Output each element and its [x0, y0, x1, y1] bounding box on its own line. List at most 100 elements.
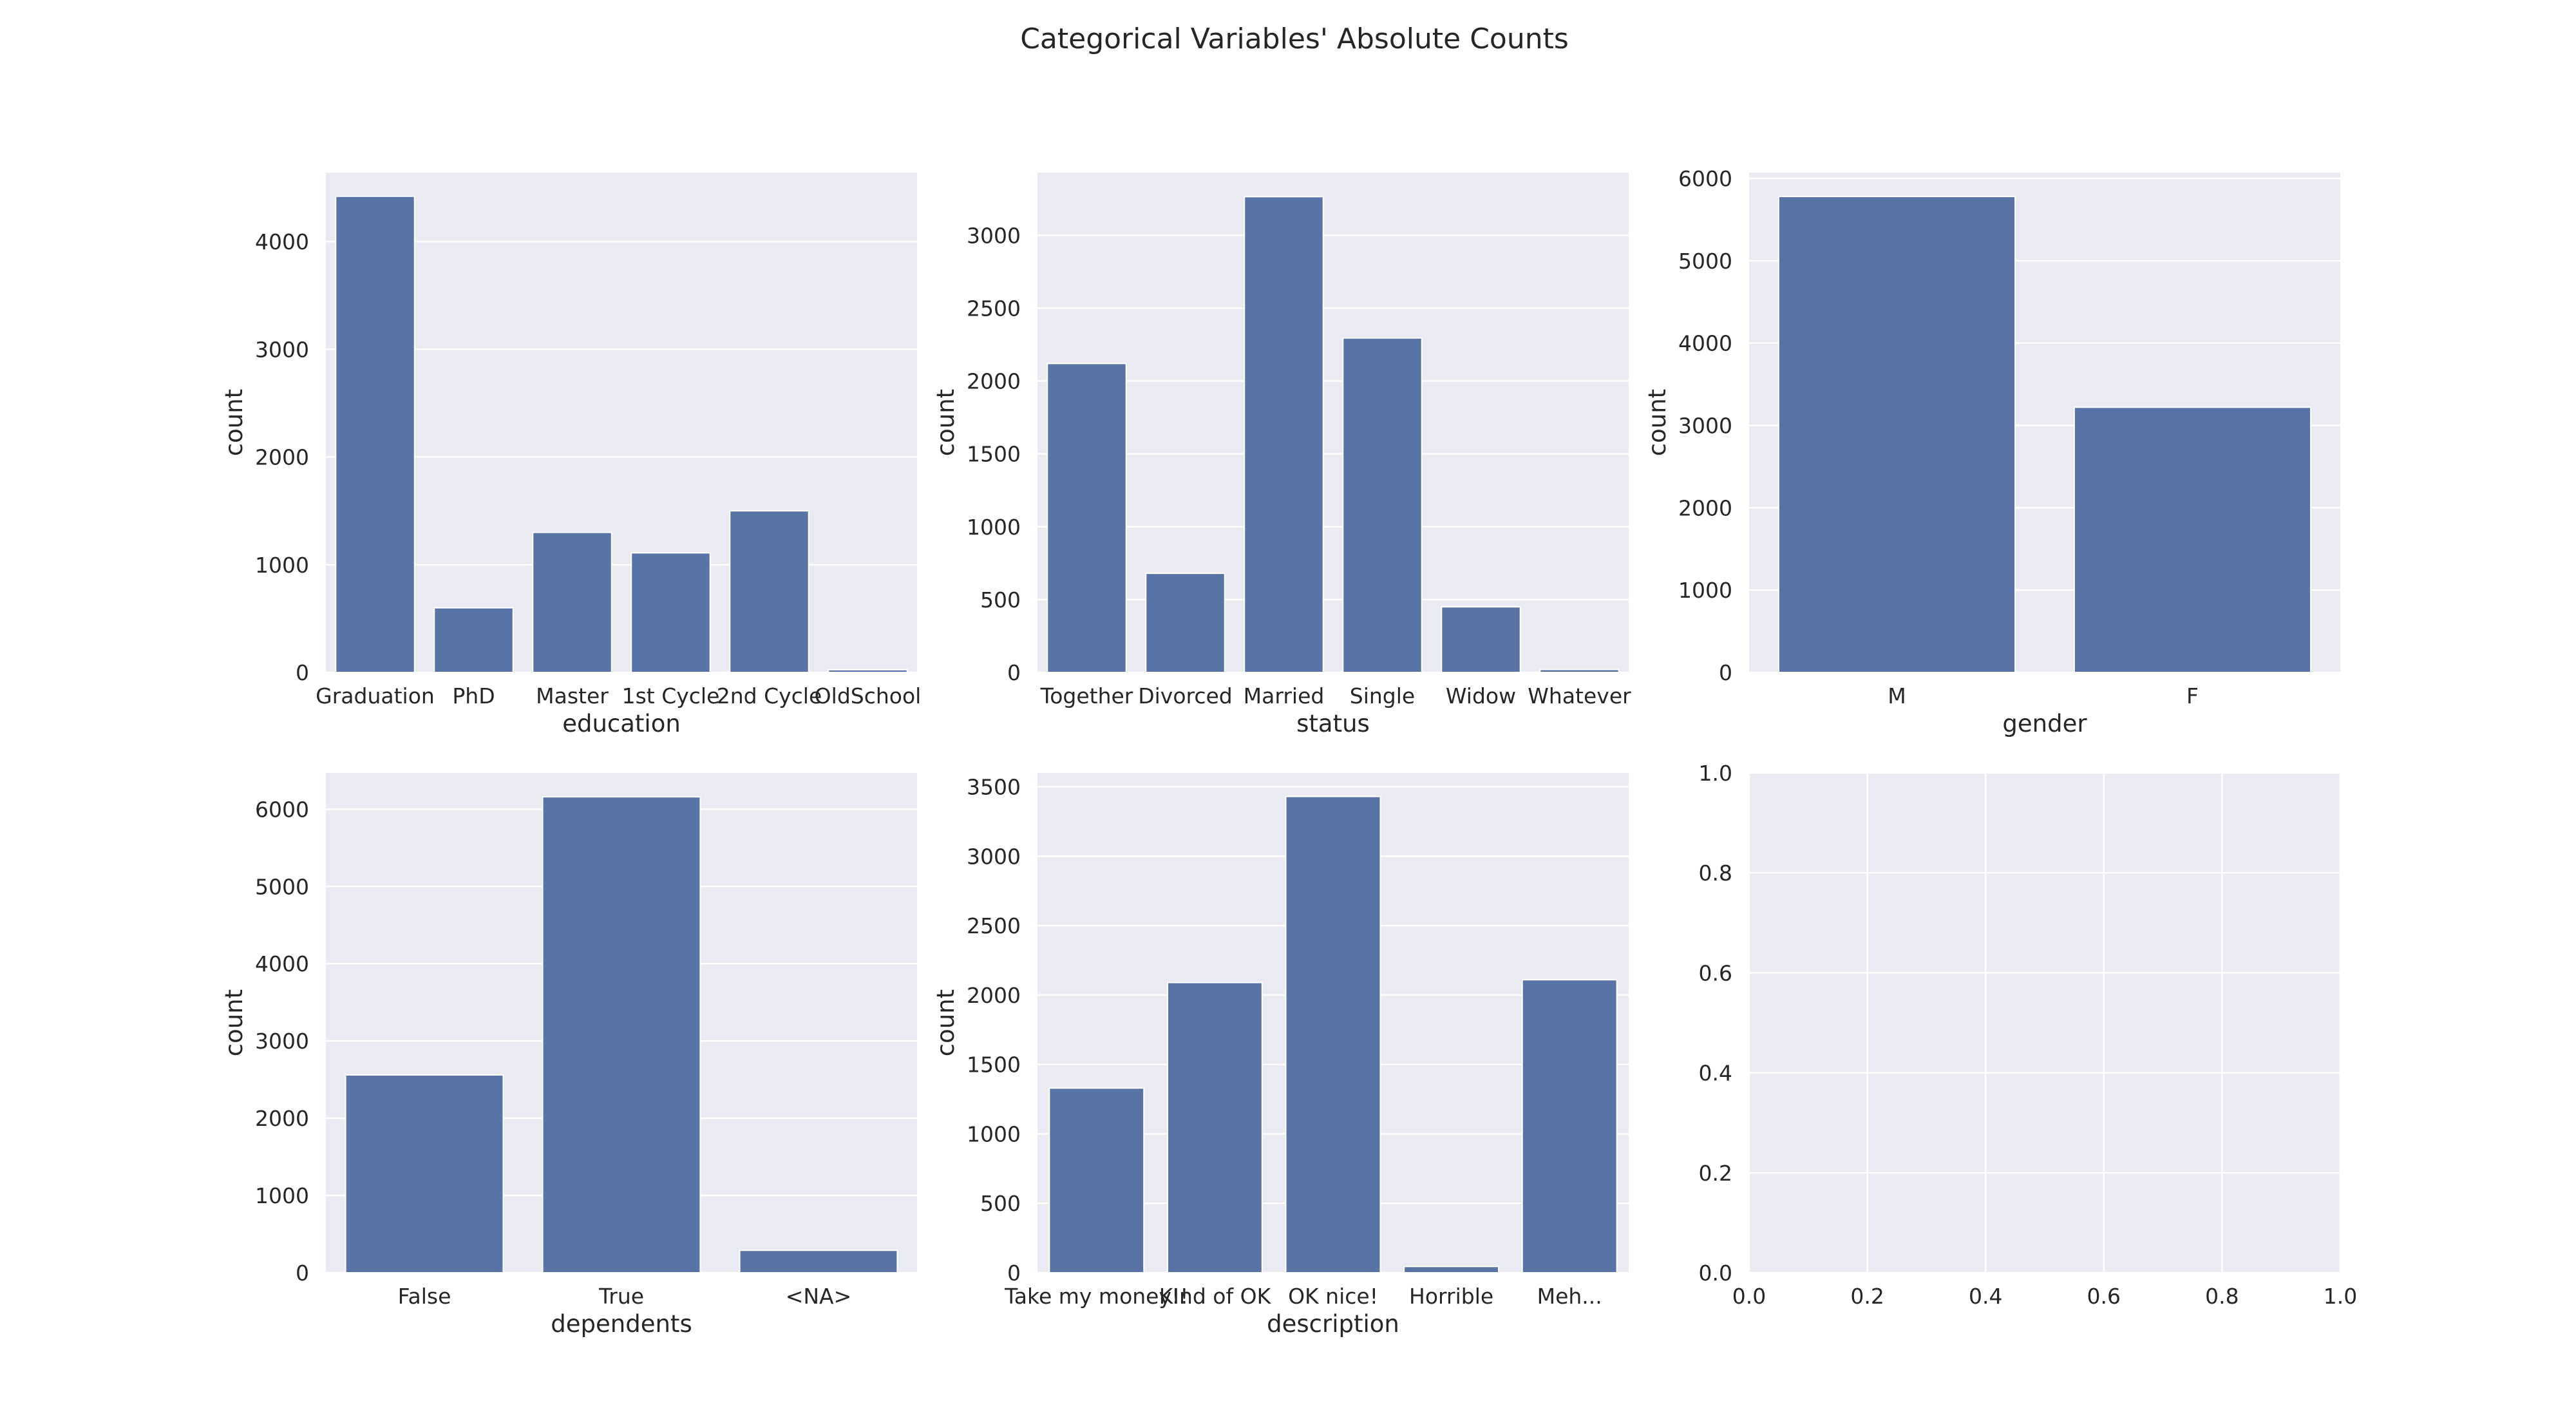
x-tick-label: 2nd Cycle — [717, 683, 822, 708]
y-tick-label: 0 — [1007, 660, 1021, 685]
x-tick-label: 1.0 — [2324, 1284, 2357, 1309]
y-tick-label: 3000 — [255, 337, 309, 362]
y-tick-label: 0 — [1719, 660, 1732, 685]
bar-1st-cycle — [630, 552, 711, 673]
x-tick-label: Together — [1040, 683, 1133, 708]
x-tick-label: OldSchool — [815, 683, 922, 708]
y-tick-label: 0.8 — [1699, 861, 1732, 886]
x-tick-label: OK nice! — [1288, 1284, 1378, 1309]
bar-kind-of-ok — [1166, 982, 1263, 1273]
y-tick-label: 0 — [1007, 1260, 1021, 1286]
bar-false — [345, 1074, 504, 1273]
y-tick-label: 3000 — [967, 223, 1021, 248]
x-tick-label: 0.0 — [1732, 1284, 1766, 1309]
y-tick-label: 5000 — [1678, 249, 1732, 274]
bar-widow — [1441, 606, 1521, 674]
y-tick-label: 2500 — [967, 296, 1021, 321]
x-tick-label: PhD — [452, 683, 495, 708]
axes-background — [1749, 773, 2340, 1273]
subplot-status: 0 500 1000 1500 2000 2500 3000 Together Divorced… — [932, 173, 1631, 737]
bar-whatever — [1539, 669, 1620, 674]
x-axis-label: status — [1296, 710, 1370, 737]
y-tick-label: 3000 — [967, 844, 1021, 869]
y-tick-label: 6000 — [255, 797, 309, 822]
y-tick-label: 1.0 — [1699, 761, 1732, 786]
y-tick-label: 1000 — [967, 515, 1021, 540]
x-tick-label: KInd of OK — [1159, 1284, 1272, 1309]
x-tick-label: 0.6 — [2087, 1284, 2121, 1309]
y-tick-label: 0.2 — [1699, 1161, 1732, 1186]
y-tick-label: 2500 — [967, 913, 1021, 938]
y-tick-label: 2000 — [967, 983, 1021, 1008]
y-tick-label: 1000 — [255, 1183, 309, 1208]
bar-married — [1244, 196, 1324, 673]
x-tick-label: F — [2186, 683, 2199, 708]
x-tick-label: True — [598, 1284, 644, 1309]
x-axis-label: dependents — [551, 1310, 692, 1338]
y-tick-label: 6000 — [1678, 166, 1732, 191]
y-tick-label: 3000 — [255, 1029, 309, 1054]
y-tick-label: 1500 — [967, 1052, 1021, 1078]
y-tick-label: 500 — [980, 1191, 1021, 1216]
y-tick-label: 0 — [296, 660, 309, 685]
x-tick-label: False — [398, 1284, 451, 1309]
y-tick-label: 3000 — [1678, 413, 1732, 438]
y-tick-label: 0.0 — [1699, 1260, 1732, 1286]
x-axis-label: gender — [2002, 710, 2087, 737]
y-tick-label: 4000 — [255, 229, 309, 254]
x-tick-label: 1st Cycle — [622, 683, 720, 708]
x-tick-label: Graduation — [316, 683, 435, 708]
y-axis-label: count — [932, 989, 960, 1056]
x-tick-label: Divorced — [1138, 683, 1233, 708]
y-tick-label: 500 — [980, 587, 1021, 613]
bar-f — [2073, 406, 2312, 673]
bar-meh — [1521, 979, 1618, 1273]
y-axis-label: count — [220, 389, 248, 456]
y-tick-label: 2000 — [255, 445, 309, 470]
y-tick-label: 2000 — [255, 1106, 309, 1131]
y-tick-label: 1000 — [255, 553, 309, 578]
x-axis-label: description — [1267, 1310, 1399, 1338]
y-tick-label: 1500 — [967, 442, 1021, 467]
y-tick-label: 1000 — [1678, 578, 1732, 603]
y-axis-label: count — [220, 989, 248, 1056]
bar-true — [542, 796, 701, 1273]
bar-horrible — [1403, 1266, 1500, 1274]
bar-together — [1046, 363, 1127, 673]
y-tick-label: 4000 — [255, 951, 309, 976]
x-tick-label: Single — [1350, 683, 1415, 708]
bar-divorced — [1145, 573, 1226, 673]
y-tick-label: 5000 — [255, 874, 309, 899]
y-tick-label: 3500 — [967, 775, 1021, 800]
y-axis-label: count — [932, 389, 960, 456]
y-axis-label: count — [1643, 389, 1671, 456]
bar-m — [1777, 196, 2016, 673]
x-tick-label: 0.8 — [2205, 1284, 2239, 1309]
y-tick-label: 2000 — [967, 369, 1021, 394]
y-tick-label: 1000 — [967, 1121, 1021, 1146]
x-tick-label: M — [1888, 683, 1906, 708]
x-tick-label: Married — [1244, 683, 1325, 708]
subplot-dependents: 0 1000 2000 3000 4000 5000 6000 False True <NA> de… — [220, 773, 917, 1338]
bar-master — [532, 531, 612, 673]
bar-ok-nice — [1285, 795, 1381, 1273]
bar-phd — [433, 607, 514, 673]
x-axis-label: education — [562, 710, 681, 737]
x-tick-label: Horrible — [1409, 1284, 1493, 1309]
bar-oldschool — [828, 669, 908, 674]
x-tick-label: Master — [536, 683, 609, 708]
x-tick-label: 0.2 — [1850, 1284, 1884, 1309]
x-tick-label: 0.4 — [1969, 1284, 2002, 1309]
bar-single — [1342, 337, 1423, 673]
x-tick-label: <NA> — [786, 1284, 852, 1309]
subplot-empty: 0.0 0.2 0.4 0.6 0.8 1.0 0.0 0.2 0.4 0.6 0.8 1.0 — [1699, 761, 2358, 1309]
y-tick-label: 0.4 — [1699, 1061, 1732, 1086]
bar-2nd-cycle — [729, 510, 810, 674]
y-tick-label: 0.6 — [1699, 960, 1732, 985]
bar-graduation — [335, 195, 415, 673]
y-tick-label: 4000 — [1678, 331, 1732, 356]
figure-title: Categorical Variables' Absolute Counts — [1020, 23, 1569, 55]
axes-background — [1037, 173, 1629, 672]
